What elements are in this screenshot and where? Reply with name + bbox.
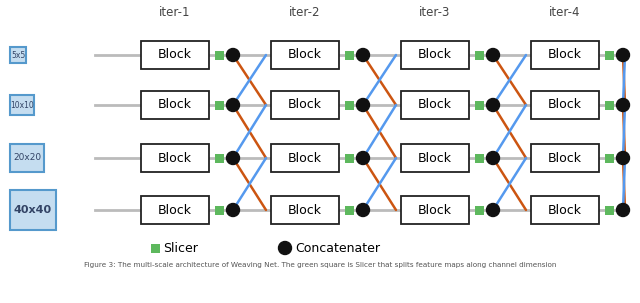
- Text: 5x5: 5x5: [11, 51, 25, 59]
- Text: iter-1: iter-1: [159, 6, 191, 19]
- FancyBboxPatch shape: [214, 205, 223, 215]
- Circle shape: [356, 152, 369, 165]
- FancyBboxPatch shape: [141, 41, 209, 69]
- FancyBboxPatch shape: [605, 51, 614, 59]
- Text: Concatenater: Concatenater: [295, 241, 380, 255]
- Circle shape: [356, 204, 369, 217]
- FancyBboxPatch shape: [271, 144, 339, 172]
- Text: Block: Block: [158, 48, 192, 62]
- Circle shape: [486, 98, 499, 112]
- Circle shape: [227, 48, 239, 62]
- FancyBboxPatch shape: [474, 101, 483, 109]
- FancyBboxPatch shape: [344, 101, 353, 109]
- FancyBboxPatch shape: [531, 144, 599, 172]
- Text: iter-3: iter-3: [419, 6, 451, 19]
- Circle shape: [616, 98, 630, 112]
- Text: iter-4: iter-4: [549, 6, 580, 19]
- FancyBboxPatch shape: [214, 154, 223, 162]
- Circle shape: [486, 152, 499, 165]
- Circle shape: [227, 152, 239, 165]
- FancyBboxPatch shape: [344, 205, 353, 215]
- FancyBboxPatch shape: [531, 41, 599, 69]
- Text: Block: Block: [548, 152, 582, 165]
- FancyBboxPatch shape: [605, 154, 614, 162]
- Text: 40x40: 40x40: [14, 205, 52, 215]
- FancyBboxPatch shape: [214, 51, 223, 59]
- Text: iter-2: iter-2: [289, 6, 321, 19]
- Text: Block: Block: [418, 204, 452, 217]
- Text: Block: Block: [548, 48, 582, 62]
- Text: Block: Block: [418, 48, 452, 62]
- FancyBboxPatch shape: [141, 196, 209, 224]
- Circle shape: [227, 98, 239, 112]
- Circle shape: [616, 152, 630, 165]
- Circle shape: [486, 48, 499, 62]
- FancyBboxPatch shape: [141, 91, 209, 119]
- Text: Block: Block: [418, 152, 452, 165]
- Text: Block: Block: [548, 98, 582, 112]
- FancyBboxPatch shape: [344, 51, 353, 59]
- FancyBboxPatch shape: [10, 95, 34, 115]
- Text: Block: Block: [288, 204, 322, 217]
- FancyBboxPatch shape: [401, 91, 469, 119]
- Circle shape: [616, 48, 630, 62]
- FancyBboxPatch shape: [401, 144, 469, 172]
- Text: Block: Block: [418, 98, 452, 112]
- Circle shape: [278, 241, 291, 255]
- FancyBboxPatch shape: [10, 190, 56, 230]
- FancyBboxPatch shape: [401, 196, 469, 224]
- Text: Block: Block: [288, 152, 322, 165]
- FancyBboxPatch shape: [150, 244, 159, 252]
- Text: Block: Block: [288, 48, 322, 62]
- FancyBboxPatch shape: [531, 196, 599, 224]
- Text: Block: Block: [288, 98, 322, 112]
- Text: 10x10: 10x10: [10, 101, 34, 109]
- FancyBboxPatch shape: [10, 144, 44, 172]
- FancyBboxPatch shape: [271, 196, 339, 224]
- FancyBboxPatch shape: [10, 47, 26, 63]
- Text: Block: Block: [158, 98, 192, 112]
- FancyBboxPatch shape: [271, 91, 339, 119]
- Text: Slicer: Slicer: [163, 241, 198, 255]
- Text: Block: Block: [158, 152, 192, 165]
- Circle shape: [486, 204, 499, 217]
- Circle shape: [356, 48, 369, 62]
- FancyBboxPatch shape: [214, 101, 223, 109]
- Text: Figure 3: The multi-scale architecture of Weaving Net. The green square is Slice: Figure 3: The multi-scale architecture o…: [84, 262, 556, 268]
- Text: 20x20: 20x20: [13, 154, 41, 162]
- FancyBboxPatch shape: [474, 205, 483, 215]
- FancyBboxPatch shape: [605, 101, 614, 109]
- FancyBboxPatch shape: [474, 51, 483, 59]
- Circle shape: [227, 204, 239, 217]
- FancyBboxPatch shape: [271, 41, 339, 69]
- Text: Block: Block: [158, 204, 192, 217]
- FancyBboxPatch shape: [344, 154, 353, 162]
- FancyBboxPatch shape: [141, 144, 209, 172]
- Circle shape: [616, 204, 630, 217]
- Circle shape: [356, 98, 369, 112]
- FancyBboxPatch shape: [401, 41, 469, 69]
- FancyBboxPatch shape: [605, 205, 614, 215]
- Text: Block: Block: [548, 204, 582, 217]
- FancyBboxPatch shape: [531, 91, 599, 119]
- FancyBboxPatch shape: [474, 154, 483, 162]
